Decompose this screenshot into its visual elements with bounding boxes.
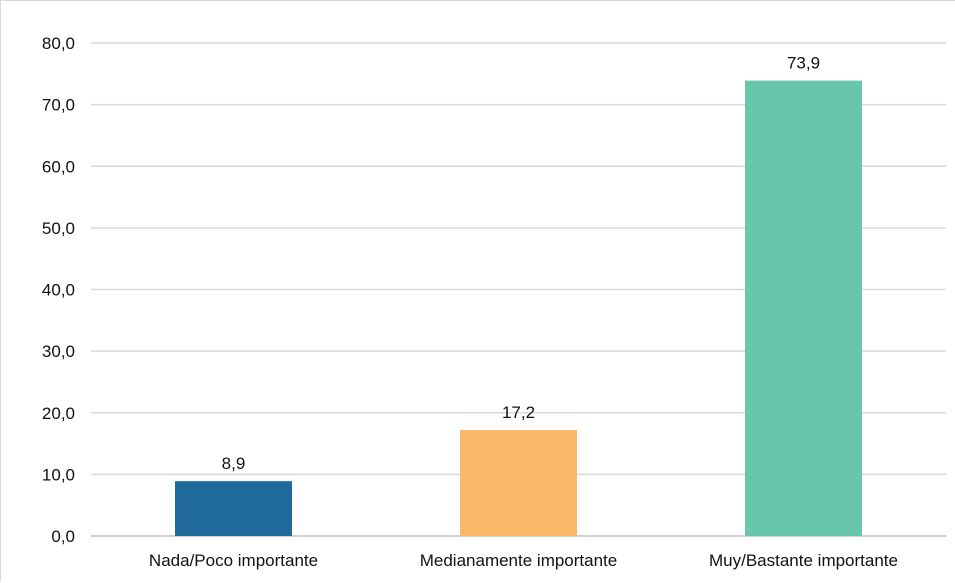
bar-2 <box>460 430 577 536</box>
gridlines <box>91 42 946 537</box>
x-tick-label: Medianamente importante <box>420 551 618 570</box>
x-tick-label: Muy/Bastante importante <box>709 551 898 570</box>
x-tick-label: Nada/Poco importante <box>149 551 318 570</box>
y-tick-label: 20,0 <box>42 404 75 423</box>
data-labels: 8,9 17,2 73,9 <box>222 54 820 474</box>
bar-3 <box>745 80 862 536</box>
y-axis-ticks: 0,0 10,0 20,0 30,0 40,0 50,0 60,0 70,0 80,0 <box>42 34 75 546</box>
y-tick-label: 40,0 <box>42 281 75 300</box>
data-label: 17,2 <box>502 403 535 422</box>
x-axis-labels: Nada/Poco importante Medianamente importa… <box>149 551 898 570</box>
y-tick-label: 70,0 <box>42 96 75 115</box>
y-tick-label: 60,0 <box>42 157 75 176</box>
y-tick-label: 0,0 <box>51 527 75 546</box>
y-tick-label: 50,0 <box>42 219 75 238</box>
y-tick-label: 30,0 <box>42 342 75 361</box>
y-tick-label: 80,0 <box>42 34 75 53</box>
data-label: 8,9 <box>222 454 246 473</box>
y-tick-label: 10,0 <box>42 465 75 484</box>
bars <box>175 80 862 536</box>
data-label: 73,9 <box>787 54 820 73</box>
bar-1 <box>175 481 292 536</box>
